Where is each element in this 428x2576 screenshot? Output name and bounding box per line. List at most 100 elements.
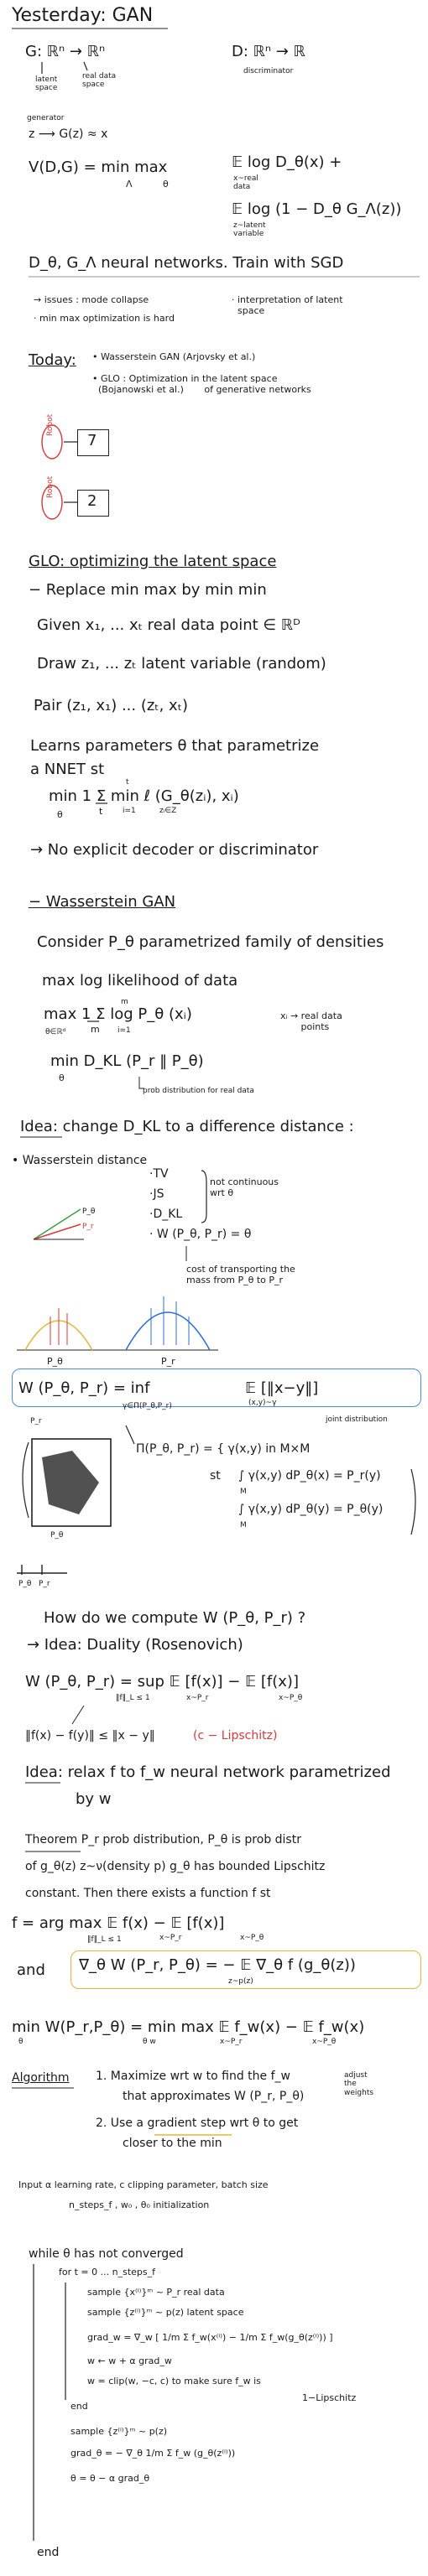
minmax-objective: min W(P_r,P_θ) = min max 𝔼 f_w(x) − 𝔼 f_… <box>12 2018 365 2036</box>
page-title: Yesterday: GAN <box>12 5 154 26</box>
wgan-max-sub: θ∈ℝᵈ <box>45 1028 66 1036</box>
w-definition-inf-sub: γ∈Π(P_θ,P_r) <box>123 1402 172 1410</box>
dist-not-continuous: not continuous wrt θ <box>210 1176 279 1198</box>
algorithm-step-2b: closer to the min <box>123 2137 222 2150</box>
value-term-2: 𝔼 log (1 − D_θ G_Λ(z)) <box>232 200 402 218</box>
glo-nnet: a NNET st <box>30 761 105 778</box>
digit-box-7 <box>77 429 109 456</box>
p-r-hatch <box>150 1296 190 1345</box>
wgan-prob-dist: prob distribution for real data <box>143 1087 254 1095</box>
plan-pr-label: P_r <box>30 1417 42 1426</box>
theorem-line-1: Theorem P_r prob distribution, P_θ is pr… <box>25 1833 301 1846</box>
today-label: Today: <box>29 351 76 369</box>
wgan-idea-change: Idea: change D_KL to a difference distan… <box>20 1118 354 1135</box>
wgan-kl: min D_KL (P_r ‖ P_θ) <box>50 1052 204 1070</box>
issue-interpretation: · interpretation of latent space <box>232 294 343 316</box>
wgan-consider: Consider P_θ parametrized family of dens… <box>37 933 384 951</box>
minmax-theta-w: θ w <box>143 2038 156 2046</box>
distribution-p-theta: P_θ <box>47 1356 63 1367</box>
latent-space-note: latent space <box>35 75 58 93</box>
digit-box-2 <box>77 490 109 517</box>
neural-nets-line: D_θ, G_Λ neural networks. Train with SGD <box>29 254 344 272</box>
glo-heading: GLO: optimizing the latent space <box>29 553 277 570</box>
algorithm-step-1: 1. Maximize wrt w to find the f_w <box>96 2070 290 2083</box>
algorithm-step-1b: that approximates W (P_r, P_θ) <box>123 2090 305 2103</box>
duality-idea: → Idea: Duality (Rosenovich) <box>27 1636 243 1654</box>
plan-pt-label: P_θ <box>50 1531 64 1540</box>
algorithm-input-2: n_steps_f , w₀ , θ₀ initialization <box>69 2199 210 2210</box>
wgan-max-eq: max 1 Σ log P_θ (xᵢ) <box>44 1005 192 1023</box>
algorithm-end-for: end <box>70 2401 88 2412</box>
plan-arrow <box>125 1425 135 1445</box>
marginal-2-m: M <box>240 1521 247 1530</box>
minmax-theta: θ <box>18 2038 23 2046</box>
and-label: and <box>17 1961 45 1979</box>
algorithm-1-lipschitz: 1−Lipschitz <box>302 2392 357 2403</box>
theorem-line-3: constant. Then there exists a function f… <box>25 1887 271 1900</box>
theorem-line-2: of g_θ(z) z~ν(density p) g_θ has bounded… <box>25 1860 326 1873</box>
sketch-p-theta-label: P_θ <box>82 1208 96 1216</box>
gradient-box <box>70 1950 421 1989</box>
how-compute: How do we compute W (P_θ, P_r) ? <box>44 1609 306 1627</box>
wgan-max-mm: m <box>121 998 128 1006</box>
glo-draw: Draw z₁, ... zₜ latent variable (random) <box>37 655 326 673</box>
sketch-red-line <box>33 1223 81 1240</box>
robot-circle-b <box>41 485 63 520</box>
p-theta-hatch <box>50 1308 68 1345</box>
dual-sup-sub: ‖f‖_L ≤ 1 <box>116 1694 150 1702</box>
today-item-glo: • GLO : Optimization in the latent space… <box>92 373 311 395</box>
glo-objective-tt: t <box>126 778 129 787</box>
w-expectation: 𝔼 [‖x−y‖] <box>245 1379 319 1397</box>
algorithm-grad-w: grad_w = ∇_w [ 1/m Σ f_w(x⁽ⁱ⁾) − 1/m Σ f… <box>87 2332 333 2343</box>
lipschitz-c: (c − Lipschitz) <box>193 1729 278 1742</box>
w-definition: W (P_θ, P_r) = inf <box>18 1379 150 1397</box>
minmax-sub-2: x~P_θ <box>312 2038 337 2046</box>
sketch-green-line <box>33 1208 81 1240</box>
issue-mode-collapse: → issues : mode collapse <box>34 294 149 305</box>
f-argmax: f = arg max 𝔼 f(x) − 𝔼 [f(x)] <box>12 1914 225 1932</box>
digit-2: 2 <box>87 492 97 510</box>
wgan-heading: − Wasserstein GAN <box>29 893 176 911</box>
robot-circle-a <box>41 424 63 460</box>
idea-by-w: by w <box>76 1790 112 1808</box>
value-term-1-sub: x~real data <box>233 174 258 192</box>
value-term-2-sub: z~latent variable <box>233 221 266 239</box>
glo-given: Given x₁, ... xₜ real data point ∈ ℝᴰ <box>37 616 300 634</box>
realdata-arrow <box>83 61 88 71</box>
f-argmax-sub-2: x~P_θ <box>240 1934 264 1942</box>
dist-tv: ·TV <box>149 1167 169 1181</box>
algorithm-end-while: end <box>37 2546 60 2559</box>
marginal-1: ∫ γ(x,y) dP_θ(x) = P_r(y) <box>238 1469 381 1483</box>
gradient-sub: z~p(z) <box>228 1977 253 1986</box>
algorithm-input-1: Input α learning rate, c clipping parame… <box>18 2179 269 2190</box>
idea-relax: Idea: relax f to f_w neural network para… <box>25 1763 391 1781</box>
f-argmax-sub-1: x~P_r <box>159 1934 182 1942</box>
issue-minmax: · min max optimization is hard <box>34 313 175 324</box>
glo-learn: Learns parameters θ that parametrize <box>30 737 320 755</box>
gradient-equation: ∇_θ W (P_r, P_θ) = − 𝔼 ∇_θ f (g_θ(z)) <box>79 1956 356 1974</box>
algorithm-step-2: 2. Use a gradient step wrt θ to get <box>96 2116 299 2130</box>
algorithm-for: for t = 0 ... n_steps_f <box>59 2267 155 2277</box>
dist-dkl: ·D_KL <box>149 1208 183 1221</box>
p-r-curve <box>125 1311 211 1351</box>
algorithm-while: while θ has not converged <box>29 2247 184 2261</box>
wgan-max-m: m <box>91 1024 100 1035</box>
glo-replace: − Replace min max by min min <box>29 581 267 599</box>
algorithm-label: Algorithm <box>12 2071 70 2085</box>
wgan-max-i: i=1 <box>117 1026 131 1035</box>
discriminator-definition: D: ℝⁿ → ℝ <box>232 43 305 60</box>
dist-js: ·JS <box>149 1187 164 1201</box>
glo-objective-t: t <box>99 806 103 817</box>
glo-objective: min 1 Σ min ℓ (G_θ(zᵢ), xᵢ) <box>49 787 239 805</box>
algorithm-grad-theta: grad_θ = − ∇_θ 1/m Σ f_w (g_θ(z⁽ⁱ⁾)) <box>70 2448 236 2459</box>
digit-7: 7 <box>87 432 97 449</box>
generator-note: generator <box>27 114 65 122</box>
distribution-p-r: P_r <box>161 1356 175 1367</box>
value-term-1: 𝔼 log D_θ(x) + <box>232 153 342 171</box>
plan-square <box>31 1438 112 1527</box>
w-expectation-sub: (x,y)~γ <box>248 1399 277 1407</box>
adjust-weights-note: adjust the weights <box>344 2071 374 2097</box>
wgan-max-likelihood: max log likelihood of data <box>42 972 238 989</box>
wgan-kl-sub: θ <box>59 1072 65 1083</box>
algorithm-sample-x: sample {x⁽ⁱ⁾}ᵐ ~ P_r real data <box>87 2287 225 2298</box>
